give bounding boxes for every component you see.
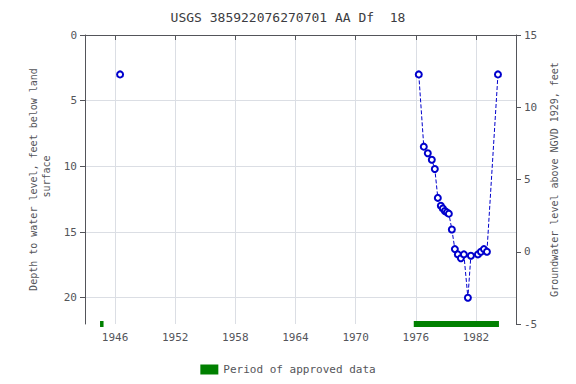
svg-text:1958: 1958 [222,331,249,344]
svg-text:10: 10 [524,101,537,114]
svg-text:1952: 1952 [162,331,189,344]
svg-text:15: 15 [524,29,537,42]
svg-text:1946: 1946 [102,331,128,344]
svg-text:Period of approved data: Period of approved data [223,363,375,376]
svg-text:5: 5 [524,173,531,186]
svg-text:Depth to water level, feet bel: Depth to water level, feet below land [28,68,39,291]
svg-text:-5: -5 [524,318,537,331]
svg-text:5: 5 [70,94,77,107]
svg-text:15: 15 [64,226,77,239]
svg-text:1976: 1976 [403,331,430,344]
svg-text:20: 20 [64,291,77,304]
svg-text:Groundwater level above NGVD 1: Groundwater level above NGVD 1929, feet [549,62,560,297]
svg-text:1970: 1970 [342,331,369,344]
svg-text:0: 0 [524,245,531,258]
svg-text:0: 0 [70,29,77,42]
svg-text:1964: 1964 [282,331,309,344]
svg-text:10: 10 [64,160,77,173]
svg-text:USGS 385922076270701 AA Df 18: USGS 385922076270701 AA Df 18 [171,10,406,25]
svg-text:1982: 1982 [463,331,490,344]
svg-text:surface: surface [41,155,52,203]
